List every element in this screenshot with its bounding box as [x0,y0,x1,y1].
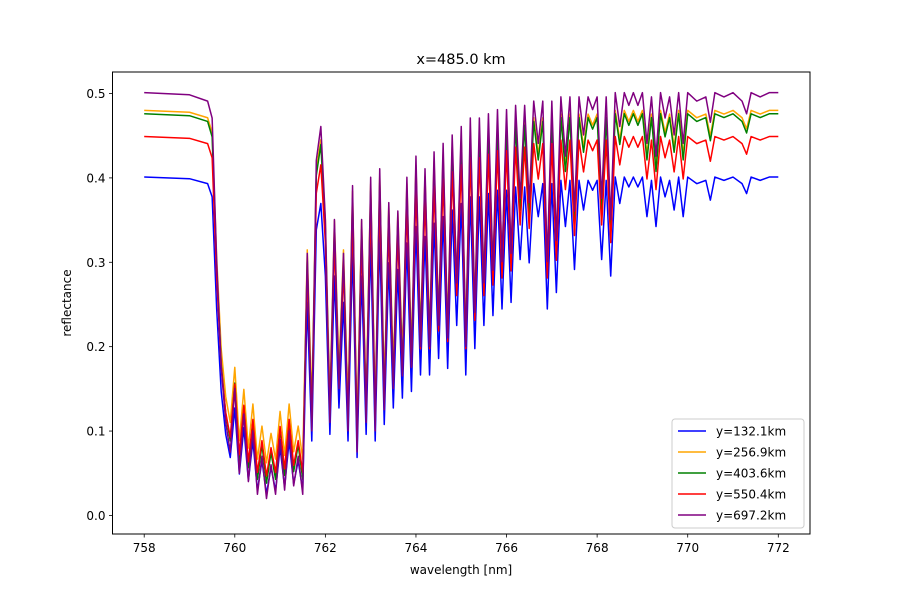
legend: y=132.1km y=256.9km y=403.6km y=550.4km y=69… [671,418,805,529]
series-line [144,91,779,500]
y-axis-ticks: 0.0 0.1 0.2 0.3 0.4 0.5 [86,87,113,523]
y-axis-label: reflectance [60,269,74,336]
series-line [144,135,779,477]
chart-title: x=485.0 km [416,52,505,68]
legend-entry: y=132.1km [716,425,786,439]
axes-frame [112,71,811,535]
x-tick-label: 758 [133,541,156,555]
y-tick-label: 0.5 [86,87,105,101]
x-tick-label: 768 [586,541,609,555]
x-axis-ticks: 758 760 762 764 766 768 770 772 [133,534,790,555]
legend-entry: y=697.2km [716,509,786,523]
x-tick-label: 772 [767,541,790,555]
y-tick-label: 0.1 [86,425,105,439]
y-tick-label: 0.3 [86,256,105,270]
legend-entry: y=550.4km [716,488,786,502]
x-tick-label: 760 [223,541,246,555]
series-line [144,176,779,495]
legend-entry: y=256.9km [716,446,786,460]
x-tick-label: 762 [314,541,337,555]
y-tick-label: 0.0 [86,509,105,523]
legend-box [671,418,805,529]
legend-entry: y=403.6km [716,467,786,481]
y-tick-label: 0.2 [86,340,105,354]
plot-lines [144,91,779,500]
x-tick-label: 764 [405,541,428,555]
y-tick-label: 0.4 [86,171,105,185]
x-tick-label: 766 [495,541,518,555]
x-tick-label: 770 [676,541,699,555]
x-axis-label: wavelength [nm] [410,563,512,577]
